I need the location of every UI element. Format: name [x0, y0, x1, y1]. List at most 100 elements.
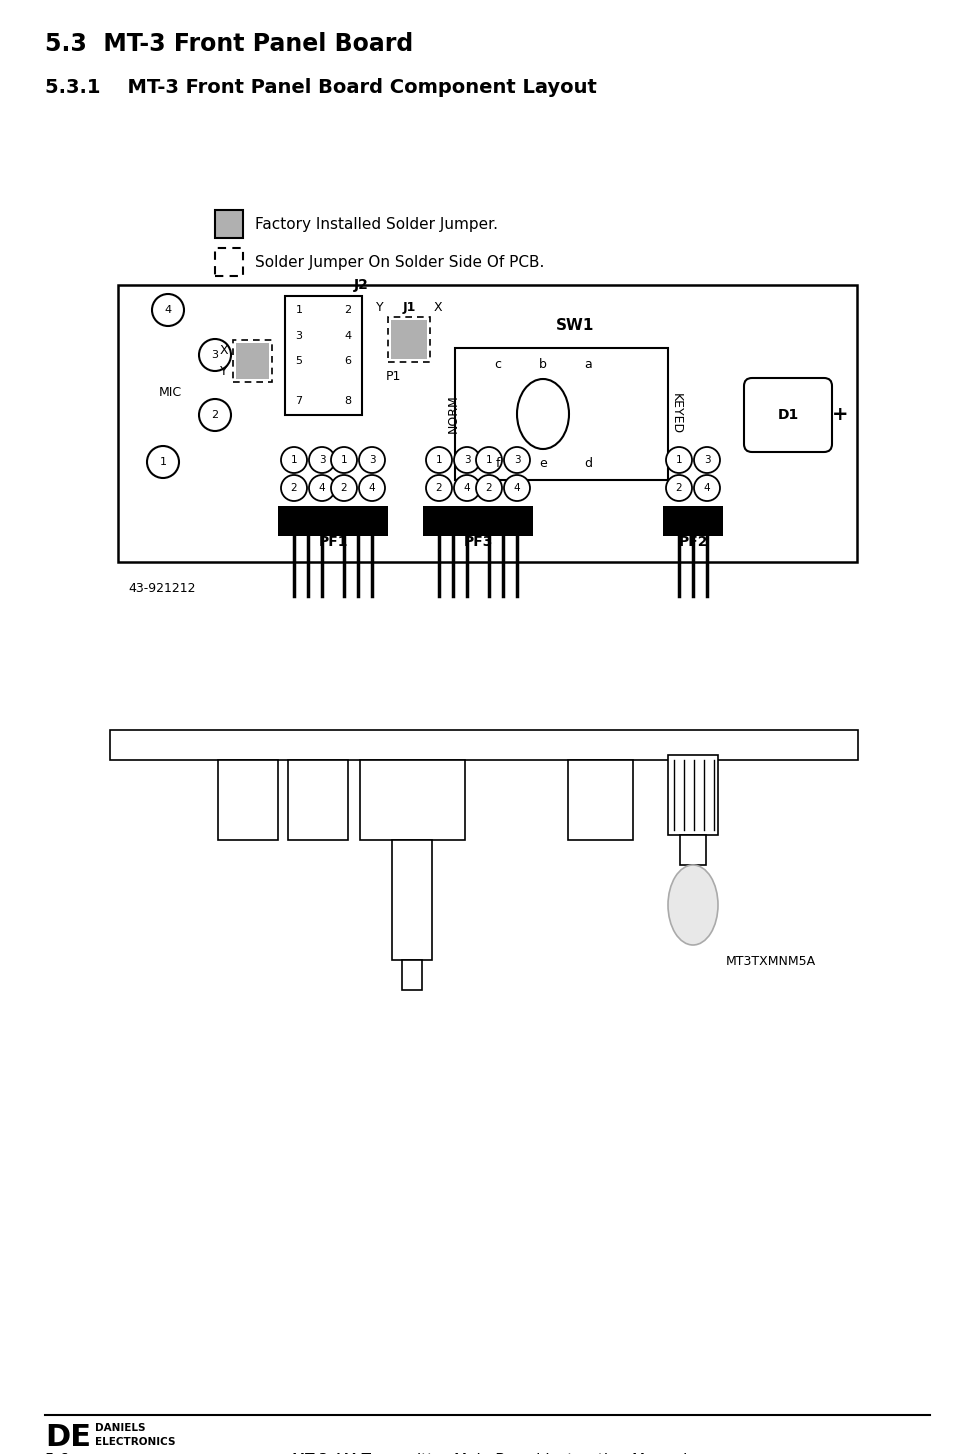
Bar [235, 343, 269, 379]
Circle shape [694, 475, 719, 502]
Text: 3: 3 [463, 455, 470, 465]
Circle shape [309, 446, 335, 473]
Circle shape [426, 446, 451, 473]
Text: ELECTRONICS: ELECTRONICS [95, 1437, 175, 1447]
Text: e: e [538, 458, 546, 471]
Text: 1: 1 [295, 305, 302, 316]
Bar [402, 960, 421, 990]
Bar [454, 348, 667, 480]
Text: DE: DE [45, 1423, 91, 1453]
Bar [277, 506, 338, 537]
Text: J1: J1 [402, 301, 415, 314]
Circle shape [151, 294, 184, 326]
Text: 4: 4 [703, 483, 709, 493]
Text: Y: Y [376, 301, 383, 314]
Circle shape [503, 446, 530, 473]
Text: 2: 2 [290, 483, 297, 493]
Circle shape [453, 446, 480, 473]
Circle shape [198, 339, 231, 371]
Text: 3: 3 [319, 455, 325, 465]
Circle shape [359, 475, 385, 502]
Bar [388, 317, 430, 362]
Text: 2: 2 [344, 305, 351, 316]
Text: 4: 4 [463, 483, 470, 493]
Bar [284, 297, 361, 414]
Circle shape [359, 446, 385, 473]
Text: X: X [433, 301, 442, 314]
Text: 3: 3 [513, 455, 520, 465]
Text: 3: 3 [295, 332, 302, 342]
Text: 2: 2 [340, 483, 347, 493]
Text: X: X [219, 345, 228, 358]
Text: 5: 5 [295, 356, 302, 366]
Bar [662, 506, 722, 537]
Ellipse shape [667, 865, 717, 945]
Text: 1: 1 [159, 457, 166, 467]
Text: Y: Y [220, 365, 228, 378]
Circle shape [426, 475, 451, 502]
Text: Solder Jumper On Solder Side Of PCB.: Solder Jumper On Solder Side Of PCB. [255, 254, 544, 269]
Bar [568, 760, 632, 840]
Bar [109, 730, 857, 760]
Text: 5.3.1    MT-3 Front Panel Board Component Layout: 5.3.1 MT-3 Front Panel Board Component L… [45, 79, 596, 97]
Bar [679, 835, 705, 865]
Text: D1: D1 [777, 409, 798, 422]
Text: 3: 3 [703, 455, 709, 465]
Text: 43-921212: 43-921212 [128, 582, 195, 595]
Text: 1: 1 [435, 455, 442, 465]
Circle shape [147, 446, 179, 478]
Text: 5.3  MT-3 Front Panel Board: 5.3 MT-3 Front Panel Board [45, 32, 413, 57]
Bar [327, 506, 388, 537]
Text: 4: 4 [368, 483, 375, 493]
Text: 3: 3 [211, 350, 218, 361]
Circle shape [280, 475, 307, 502]
Text: 2: 2 [211, 410, 218, 420]
Circle shape [665, 446, 692, 473]
Text: b: b [538, 358, 546, 371]
Text: PF3: PF3 [463, 535, 492, 550]
Bar [118, 285, 856, 563]
Text: NORM: NORM [446, 394, 459, 433]
Text: KEYED: KEYED [669, 394, 682, 435]
Circle shape [280, 446, 307, 473]
Circle shape [330, 446, 357, 473]
Circle shape [309, 475, 335, 502]
Text: 3: 3 [368, 455, 375, 465]
Circle shape [330, 475, 357, 502]
Text: 4: 4 [319, 483, 325, 493]
Text: PF1: PF1 [318, 535, 348, 550]
Circle shape [476, 446, 501, 473]
Text: 1: 1 [340, 455, 347, 465]
Bar [392, 840, 432, 960]
Text: 2: 2 [435, 483, 442, 493]
Text: f: f [495, 458, 500, 471]
Text: d: d [583, 458, 591, 471]
Text: 8: 8 [344, 395, 351, 406]
Text: DANIELS: DANIELS [95, 1423, 146, 1434]
Text: 4: 4 [513, 483, 520, 493]
Bar [391, 320, 427, 359]
Bar [360, 760, 464, 840]
Text: J2: J2 [354, 278, 368, 292]
Text: c: c [494, 358, 501, 371]
Bar [215, 209, 242, 238]
Text: 2: 2 [675, 483, 682, 493]
Text: P1: P1 [386, 369, 401, 382]
FancyBboxPatch shape [743, 378, 831, 452]
Circle shape [453, 475, 480, 502]
Circle shape [694, 446, 719, 473]
Bar [667, 755, 717, 835]
Text: MIC: MIC [158, 387, 182, 400]
Bar [233, 340, 272, 382]
Text: 7: 7 [295, 395, 302, 406]
Bar [423, 506, 483, 537]
Text: 1: 1 [486, 455, 491, 465]
Bar [287, 760, 348, 840]
Text: Factory Installed Solder Jumper.: Factory Installed Solder Jumper. [255, 217, 497, 231]
Bar [215, 249, 242, 276]
Bar [473, 506, 532, 537]
Bar [218, 760, 277, 840]
Text: +: + [830, 406, 847, 425]
Circle shape [665, 475, 692, 502]
Circle shape [503, 475, 530, 502]
